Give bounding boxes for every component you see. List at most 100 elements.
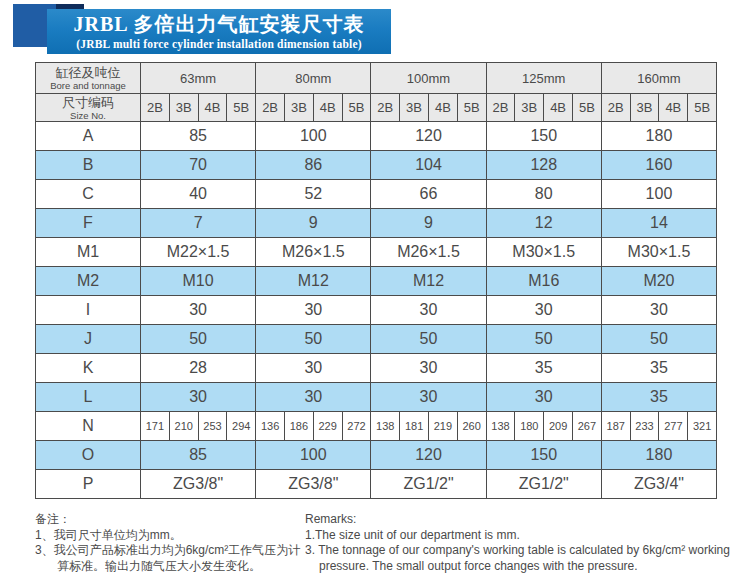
value-A-80mm: 100 xyxy=(256,122,371,151)
size-code-5B-80mm: 5B xyxy=(342,94,371,122)
value-P-100mm: ZG1/2" xyxy=(371,470,486,499)
row-label-P: P xyxy=(36,470,141,499)
remarks-zh-item-1: 1、我司尺寸单位均为mm。 xyxy=(35,528,307,544)
size-code-2B-63mm: 2B xyxy=(141,94,170,122)
table-wrapper: 缸径及吨位 Bore and tonnage 63mm80mm100mm125m… xyxy=(35,62,717,499)
value-F-80mm: 9 xyxy=(256,209,371,238)
value-N-63mm-5B: 294 xyxy=(227,412,256,441)
value-M2-80mm: M12 xyxy=(256,267,371,296)
value-L-125mm: 30 xyxy=(486,383,601,412)
value-P-160mm: ZG3/4" xyxy=(601,470,716,499)
value-N-160mm-3B: 233 xyxy=(630,412,659,441)
size-code-3B-80mm: 3B xyxy=(284,94,313,122)
value-N-80mm-4B: 229 xyxy=(313,412,342,441)
value-J-100mm: 50 xyxy=(371,325,486,354)
value-N-125mm-3B: 180 xyxy=(515,412,544,441)
value-N-63mm-2B: 171 xyxy=(141,412,170,441)
value-N-160mm-2B: 187 xyxy=(601,412,630,441)
remarks-english: Remarks: 1.The size unit of our departme… xyxy=(305,512,747,574)
value-O-100mm: 120 xyxy=(371,441,486,470)
value-A-63mm: 85 xyxy=(141,122,256,151)
value-N-80mm-2B: 136 xyxy=(256,412,285,441)
value-P-125mm: ZG1/2" xyxy=(486,470,601,499)
table-row-M1: M1M22×1.5M26×1.5M26×1.5M30×1.5M30×1.5 xyxy=(36,238,717,267)
value-I-63mm: 30 xyxy=(141,296,256,325)
value-O-80mm: 100 xyxy=(256,441,371,470)
value-K-125mm: 35 xyxy=(486,354,601,383)
corner-size-zh: 尺寸编码 xyxy=(36,95,140,110)
row-label-I: I xyxy=(36,296,141,325)
value-P-80mm: ZG3/8" xyxy=(256,470,371,499)
size-code-2B-125mm: 2B xyxy=(486,94,515,122)
table-row-P: PZG3/8"ZG3/8"ZG1/2"ZG1/2"ZG3/4" xyxy=(36,470,717,499)
size-code-5B-100mm: 5B xyxy=(457,94,486,122)
value-F-63mm: 7 xyxy=(141,209,256,238)
value-O-125mm: 150 xyxy=(486,441,601,470)
value-I-100mm: 30 xyxy=(371,296,486,325)
value-J-160mm: 50 xyxy=(601,325,716,354)
size-code-5B-125mm: 5B xyxy=(573,94,602,122)
table-row-K: K2830303535 xyxy=(36,354,717,383)
row-label-F: F xyxy=(36,209,141,238)
table-row-F: F7991214 xyxy=(36,209,717,238)
corner-size-en: Size No. xyxy=(36,110,140,121)
size-code-2B-160mm: 2B xyxy=(601,94,630,122)
remarks-en-item-1: 1.The size unit of our department is mm. xyxy=(305,528,747,544)
size-code-2B-100mm: 2B xyxy=(371,94,400,122)
size-code-5B-160mm: 5B xyxy=(688,94,717,122)
table-row-M2: M2M10M12M12M16M20 xyxy=(36,267,717,296)
row-label-C: C xyxy=(36,180,141,209)
value-L-63mm: 30 xyxy=(141,383,256,412)
value-M1-160mm: M30×1.5 xyxy=(601,238,716,267)
size-code-4B-100mm: 4B xyxy=(428,94,457,122)
value-N-125mm-2B: 138 xyxy=(486,412,515,441)
value-B-160mm: 160 xyxy=(601,151,716,180)
value-N-80mm-5B: 272 xyxy=(342,412,371,441)
bore-header-125mm: 125mm xyxy=(486,63,601,94)
table-row-N: N171210253294136186229272138181219260138… xyxy=(36,412,717,441)
value-A-100mm: 120 xyxy=(371,122,486,151)
page-subtitle: (JRBL multi force cylinder installation … xyxy=(47,37,391,51)
size-code-4B-160mm: 4B xyxy=(659,94,688,122)
value-M1-125mm: M30×1.5 xyxy=(486,238,601,267)
size-code-3B-100mm: 3B xyxy=(400,94,429,122)
value-K-63mm: 28 xyxy=(141,354,256,383)
size-code-3B-63mm: 3B xyxy=(169,94,198,122)
size-code-3B-160mm: 3B xyxy=(630,94,659,122)
row-label-K: K xyxy=(36,354,141,383)
value-F-160mm: 14 xyxy=(601,209,716,238)
value-J-125mm: 50 xyxy=(486,325,601,354)
value-L-80mm: 30 xyxy=(256,383,371,412)
bore-header-100mm: 100mm xyxy=(371,63,486,94)
size-code-4B-125mm: 4B xyxy=(544,94,573,122)
value-C-125mm: 80 xyxy=(486,180,601,209)
row-label-L: L xyxy=(36,383,141,412)
page-title: JRBL 多倍出力气缸安装尺寸表 xyxy=(47,11,391,37)
remarks-zh-heading: 备注： xyxy=(35,512,307,528)
value-C-160mm: 100 xyxy=(601,180,716,209)
corner-bore-zh: 缸径及吨位 xyxy=(36,65,140,80)
value-A-125mm: 150 xyxy=(486,122,601,151)
value-K-160mm: 35 xyxy=(601,354,716,383)
dimension-table: 缸径及吨位 Bore and tonnage 63mm80mm100mm125m… xyxy=(35,62,717,499)
value-O-63mm: 85 xyxy=(141,441,256,470)
value-M2-125mm: M16 xyxy=(486,267,601,296)
value-B-100mm: 104 xyxy=(371,151,486,180)
size-code-2B-80mm: 2B xyxy=(256,94,285,122)
table-row-L: L3030303035 xyxy=(36,383,717,412)
value-B-63mm: 70 xyxy=(141,151,256,180)
value-M2-160mm: M20 xyxy=(601,267,716,296)
row-label-J: J xyxy=(36,325,141,354)
corner-bore-en: Bore and tonnage xyxy=(36,80,140,91)
size-code-4B-63mm: 4B xyxy=(198,94,227,122)
remarks-en-heading: Remarks: xyxy=(305,512,747,528)
corner-size-no: 尺寸编码 Size No. xyxy=(36,94,141,122)
value-C-80mm: 52 xyxy=(256,180,371,209)
size-code-3B-125mm: 3B xyxy=(515,94,544,122)
value-N-100mm-5B: 260 xyxy=(457,412,486,441)
row-label-A: A xyxy=(36,122,141,151)
table-row-I: I3030303030 xyxy=(36,296,717,325)
row-label-B: B xyxy=(36,151,141,180)
table-row-O: O85100120150180 xyxy=(36,441,717,470)
table-row-A: A85100120150180 xyxy=(36,122,717,151)
